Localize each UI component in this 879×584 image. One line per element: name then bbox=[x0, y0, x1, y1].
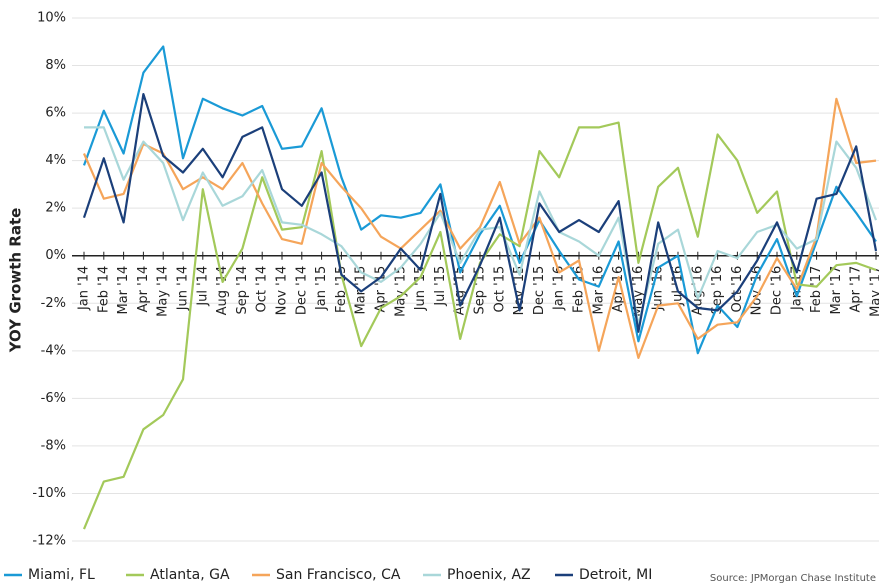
y-tick-label: -6% bbox=[41, 391, 66, 406]
x-tick-label: Dec '14 bbox=[294, 266, 309, 315]
legend-label: Miami, FL bbox=[28, 567, 95, 583]
legend-label: Detroit, MI bbox=[579, 567, 652, 583]
y-tick-label: 8% bbox=[45, 58, 66, 73]
series-line bbox=[82, 45, 877, 355]
legend-label: Atlanta, GA bbox=[150, 567, 230, 583]
x-tick-label: Jul '15 bbox=[433, 266, 448, 307]
x-tick-label: May '17 bbox=[869, 266, 879, 317]
x-tick-label: Jan '14 bbox=[77, 266, 92, 311]
x-tick-label: Aug '14 bbox=[215, 266, 230, 316]
x-tick-label: Apr '17 bbox=[849, 266, 864, 313]
y-axis-title: YOY Growth Rate bbox=[7, 208, 25, 354]
x-tick-label: Sep '15 bbox=[473, 266, 488, 315]
legend-label: San Francisco, CA bbox=[276, 567, 401, 583]
x-tick-label: Mar '14 bbox=[116, 266, 131, 315]
x-tick-label: Jun '15 bbox=[413, 266, 428, 312]
x-tick-label: Apr '15 bbox=[374, 266, 389, 313]
series-line bbox=[82, 93, 878, 333]
series-line bbox=[84, 126, 878, 326]
x-tick-label: Oct '16 bbox=[730, 266, 745, 313]
x-tick-label: Jan '15 bbox=[314, 266, 329, 311]
series-line bbox=[82, 121, 877, 530]
x-tick-label: Nov '14 bbox=[275, 266, 290, 316]
y-tick-label: -4% bbox=[41, 343, 66, 358]
x-tick-label: Jan '16 bbox=[552, 266, 567, 311]
x-tick-label: Aug '16 bbox=[690, 266, 705, 316]
y-tick-label: 0% bbox=[45, 248, 66, 263]
x-tick-label: Sep '14 bbox=[235, 266, 250, 315]
x-tick-label: Feb '17 bbox=[809, 266, 824, 313]
y-tick-label: -8% bbox=[41, 438, 66, 453]
y-tick-label: 4% bbox=[45, 153, 66, 168]
y-tick-label: -12% bbox=[32, 534, 66, 549]
x-tick-label: Jun '14 bbox=[176, 266, 191, 312]
x-tick-label: Feb '14 bbox=[96, 266, 111, 313]
y-tick-label: -10% bbox=[32, 486, 66, 501]
y-tick-label: 2% bbox=[45, 201, 66, 216]
x-tick-label: Mar '17 bbox=[829, 266, 844, 315]
x-tick-label: Dec '15 bbox=[532, 266, 547, 315]
x-tick-label: Aug '15 bbox=[453, 266, 468, 316]
x-tick-label: Nov '16 bbox=[750, 266, 765, 316]
x-tick-label: May '14 bbox=[156, 266, 171, 317]
x-tick-label: Apr '14 bbox=[136, 266, 151, 313]
x-tick-label: Dec '16 bbox=[770, 266, 785, 315]
x-tick-label: Sep '16 bbox=[710, 266, 725, 315]
source: Source: JPMorgan Chase Institute bbox=[710, 573, 876, 584]
x-tick-label: May '15 bbox=[393, 266, 408, 317]
legend-label: Phoenix, AZ bbox=[447, 567, 531, 583]
x-tick-label: Apr '16 bbox=[611, 266, 626, 313]
y-tick-label: -2% bbox=[41, 296, 66, 311]
x-tick-label: Nov '15 bbox=[512, 266, 527, 316]
x-tick-label: Jun '16 bbox=[651, 266, 666, 312]
series-line bbox=[82, 97, 877, 359]
x-tick-label: Oct '14 bbox=[255, 266, 270, 313]
y-tick-label: 10% bbox=[37, 11, 66, 26]
y-tick-label: 6% bbox=[45, 106, 66, 121]
x-tick-label: Jul '14 bbox=[195, 266, 210, 307]
x-tick-label: Oct '15 bbox=[492, 266, 507, 313]
